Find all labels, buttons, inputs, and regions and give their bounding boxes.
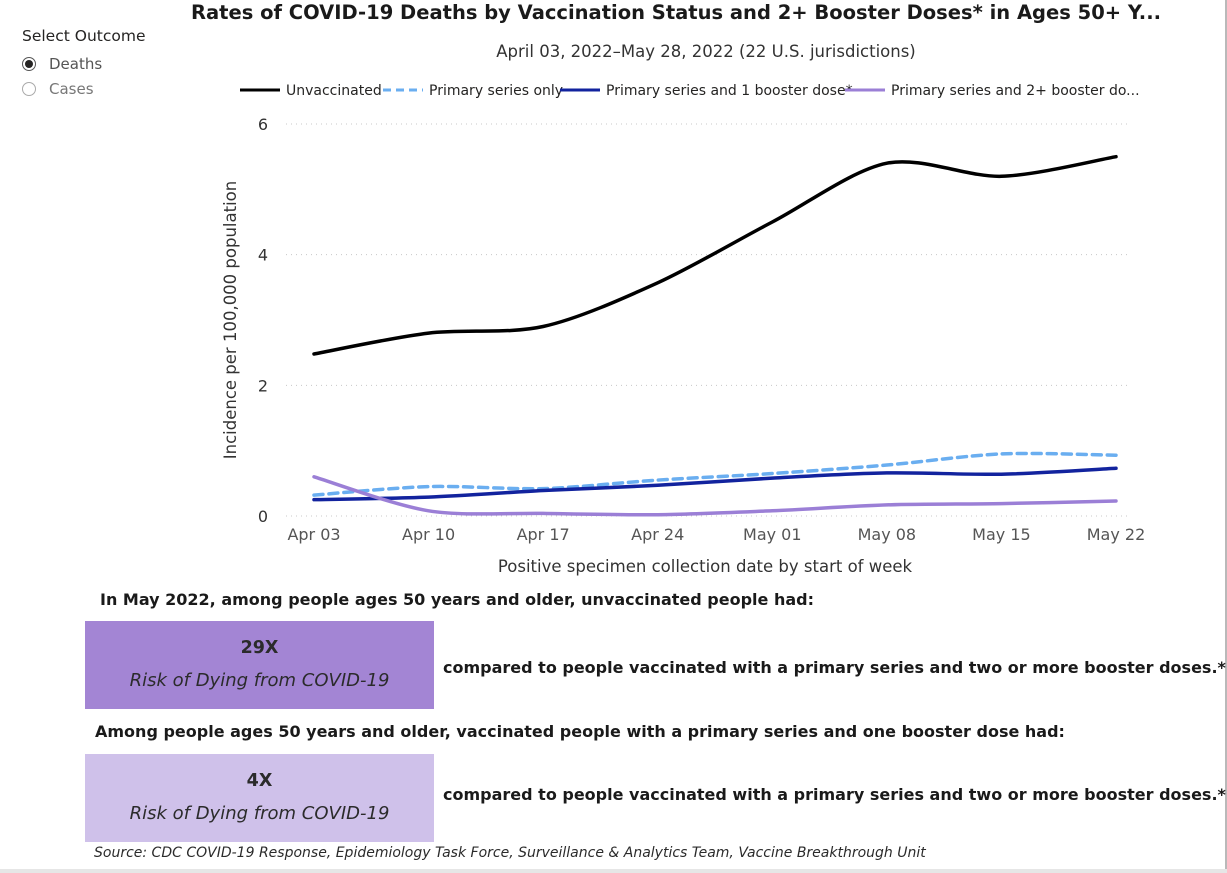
radio-selected-icon[interactable] bbox=[22, 56, 36, 71]
x-tick-label: Apr 24 bbox=[631, 525, 684, 544]
summary-intro-2: Among people ages 50 years and older, va… bbox=[95, 722, 1065, 741]
x-axis-title: Positive specimen collection date by sta… bbox=[498, 557, 913, 576]
x-tick-label: May 15 bbox=[972, 525, 1031, 544]
risk-value: 29X bbox=[240, 638, 279, 658]
radio-option-deaths[interactable]: Deaths bbox=[22, 51, 146, 76]
legend-label: Primary series only bbox=[429, 83, 563, 99]
line-chart: 0 2 4 6 Apr 03 Apr 10 Apr 17 Apr 24 May 01 May 08… bbox=[221, 83, 1146, 576]
series-line-4 bbox=[312, 475, 1118, 517]
y-tick-label: 0 bbox=[258, 507, 268, 526]
legend-label: Primary series and 2+ booster do... bbox=[891, 83, 1140, 99]
legend-label: Primary series and 1 booster dose* bbox=[606, 83, 853, 99]
chart-subtitle: April 03, 2022–May 28, 2022 (22 U.S. jur… bbox=[496, 42, 916, 61]
series-line-3 bbox=[312, 466, 1118, 502]
radio-label-deaths: Deaths bbox=[49, 54, 103, 73]
x-tick-label: Apr 10 bbox=[402, 525, 455, 544]
risk-card-one-booster: 4X Risk of Dying from COVID-19 bbox=[85, 754, 434, 842]
series-line-2 bbox=[312, 451, 1118, 497]
summary-intro-1: In May 2022, among people ages 50 years … bbox=[100, 590, 814, 609]
x-tick-label: Apr 17 bbox=[517, 525, 570, 544]
y-tick-label: 2 bbox=[258, 376, 268, 395]
risk-label: Risk of Dying from COVID-19 bbox=[129, 670, 390, 691]
x-tick-label: May 22 bbox=[1087, 525, 1146, 544]
y-tick-label: 4 bbox=[258, 246, 268, 265]
chart-title: Rates of COVID-19 Deaths by Vaccination … bbox=[190, 1, 1162, 24]
outcome-slicer: Select Outcome Deaths Cases bbox=[22, 27, 146, 101]
radio-option-cases[interactable]: Cases bbox=[22, 76, 146, 101]
comparison-text-2: compared to people vaccinated with a pri… bbox=[443, 785, 1226, 804]
x-tick-label: Apr 03 bbox=[287, 525, 340, 544]
x-tick-label: May 08 bbox=[858, 525, 917, 544]
series-line-1 bbox=[312, 154, 1118, 356]
radio-unselected-icon[interactable] bbox=[22, 81, 36, 96]
radio-label-cases: Cases bbox=[49, 79, 94, 98]
slicer-title: Select Outcome bbox=[22, 27, 146, 45]
y-axis-title: Incidence per 100,000 population bbox=[221, 181, 240, 459]
x-tick-label: May 01 bbox=[743, 525, 802, 544]
risk-card-unvaccinated: 29X Risk of Dying from COVID-19 bbox=[85, 621, 434, 709]
risk-value: 4X bbox=[246, 771, 273, 791]
risk-label: Risk of Dying from COVID-19 bbox=[129, 803, 390, 824]
bottom-strip bbox=[0, 869, 1227, 873]
comparison-text-1: compared to people vaccinated with a pri… bbox=[443, 658, 1226, 677]
legend-label: Unvaccinated bbox=[286, 83, 382, 99]
y-tick-label: 6 bbox=[258, 115, 268, 134]
source-note: Source: CDC COVID-19 Response, Epidemiol… bbox=[94, 845, 926, 861]
window-edge bbox=[1225, 0, 1227, 873]
